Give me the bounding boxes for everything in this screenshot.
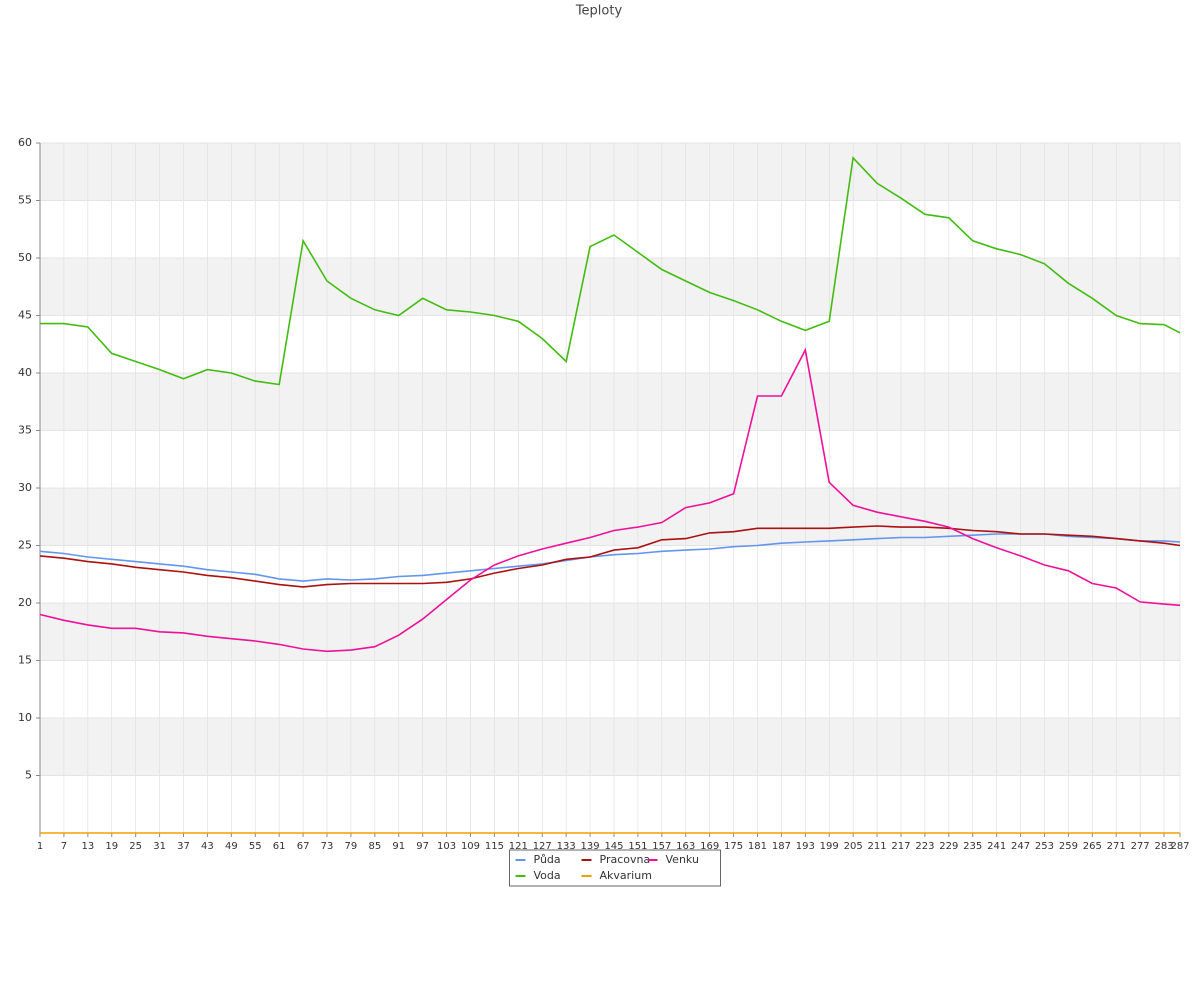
x-tick-label: 127 — [533, 841, 552, 852]
y-tick-label: 20 — [18, 596, 32, 609]
y-tick-label: 55 — [18, 194, 32, 207]
y-tick-label: 40 — [18, 366, 32, 379]
x-tick-label: 157 — [652, 841, 671, 852]
x-tick-label: 199 — [820, 841, 839, 852]
y-tick-label: 45 — [18, 309, 32, 322]
x-tick-label: 67 — [297, 841, 310, 852]
x-tick-label: 223 — [915, 841, 934, 852]
grid-band — [40, 373, 1180, 431]
x-tick-label: 277 — [1131, 841, 1150, 852]
x-tick-label: 43 — [201, 841, 214, 852]
y-tick-label: 5 — [25, 769, 32, 782]
grid-band — [40, 143, 1180, 201]
y-tick-label: 60 — [18, 136, 32, 149]
x-tick-label: 109 — [461, 841, 480, 852]
legend-label: Akvarium — [600, 869, 652, 882]
series-line — [39, 533, 1181, 582]
x-tick-label: 253 — [1035, 841, 1054, 852]
y-tick-label: 35 — [18, 424, 32, 437]
x-tick-label: 187 — [772, 841, 791, 852]
x-tick-label: 217 — [891, 841, 910, 852]
x-tick-label: 169 — [700, 841, 719, 852]
x-tick-label: 235 — [963, 841, 982, 852]
x-tick-label: 19 — [105, 841, 118, 852]
x-tick-label: 145 — [604, 841, 623, 852]
x-tick-label: 247 — [1011, 841, 1030, 852]
x-tick-label: 151 — [628, 841, 647, 852]
x-tick-label: 265 — [1083, 841, 1102, 852]
x-tick-label: 1 — [37, 841, 43, 852]
legend-label: Pracovna — [600, 853, 651, 866]
x-tick-label: 97 — [416, 841, 429, 852]
x-tick-label: 103 — [437, 841, 456, 852]
x-tick-label: 55 — [249, 841, 262, 852]
x-tick-label: 13 — [81, 841, 94, 852]
x-tick-label: 115 — [485, 841, 504, 852]
legend-label: Venku — [666, 853, 699, 866]
x-tick-label: 7 — [61, 841, 67, 852]
x-tick-label: 61 — [273, 841, 286, 852]
x-tick-label: 73 — [321, 841, 334, 852]
y-tick-label: 50 — [18, 251, 32, 264]
x-tick-label: 271 — [1107, 841, 1126, 852]
x-tick-label: 139 — [581, 841, 600, 852]
x-tick-label: 283 — [1155, 841, 1174, 852]
x-tick-label: 241 — [987, 841, 1006, 852]
grid-band — [40, 488, 1180, 546]
x-tick-label: 229 — [939, 841, 958, 852]
y-tick-label: 30 — [18, 481, 32, 494]
series-line — [39, 347, 1181, 653]
x-tick-label: 205 — [844, 841, 863, 852]
series-line — [39, 525, 1181, 588]
y-tick-label: 10 — [18, 711, 32, 724]
x-tick-label: 121 — [509, 841, 528, 852]
x-tick-label: 175 — [724, 841, 743, 852]
y-tick-label: 15 — [18, 654, 32, 667]
grid-band — [40, 603, 1180, 661]
x-tick-label: 259 — [1059, 841, 1078, 852]
x-tick-label: 91 — [392, 841, 405, 852]
x-tick-label: 193 — [796, 841, 815, 852]
x-tick-label: 133 — [557, 841, 576, 852]
x-tick-label: 37 — [177, 841, 190, 852]
legend-label: Voda — [534, 869, 561, 882]
x-tick-label: 163 — [676, 841, 695, 852]
x-tick-label: 31 — [153, 841, 166, 852]
x-tick-label: 79 — [345, 841, 358, 852]
x-tick-label: 85 — [368, 841, 381, 852]
x-tick-label: 181 — [748, 841, 767, 852]
chart-title: Teploty — [575, 4, 623, 19]
x-tick-label: 25 — [129, 841, 142, 852]
x-tick-label: 211 — [868, 841, 887, 852]
x-tick-label: 49 — [225, 841, 238, 852]
x-tick-label: 287 — [1170, 841, 1189, 852]
grid-band — [40, 258, 1180, 316]
legend-box — [509, 849, 721, 887]
series-line — [40, 156, 1181, 386]
legend-label: Půda — [534, 853, 561, 866]
grid-band — [40, 718, 1180, 776]
y-tick-label: 25 — [18, 539, 32, 552]
